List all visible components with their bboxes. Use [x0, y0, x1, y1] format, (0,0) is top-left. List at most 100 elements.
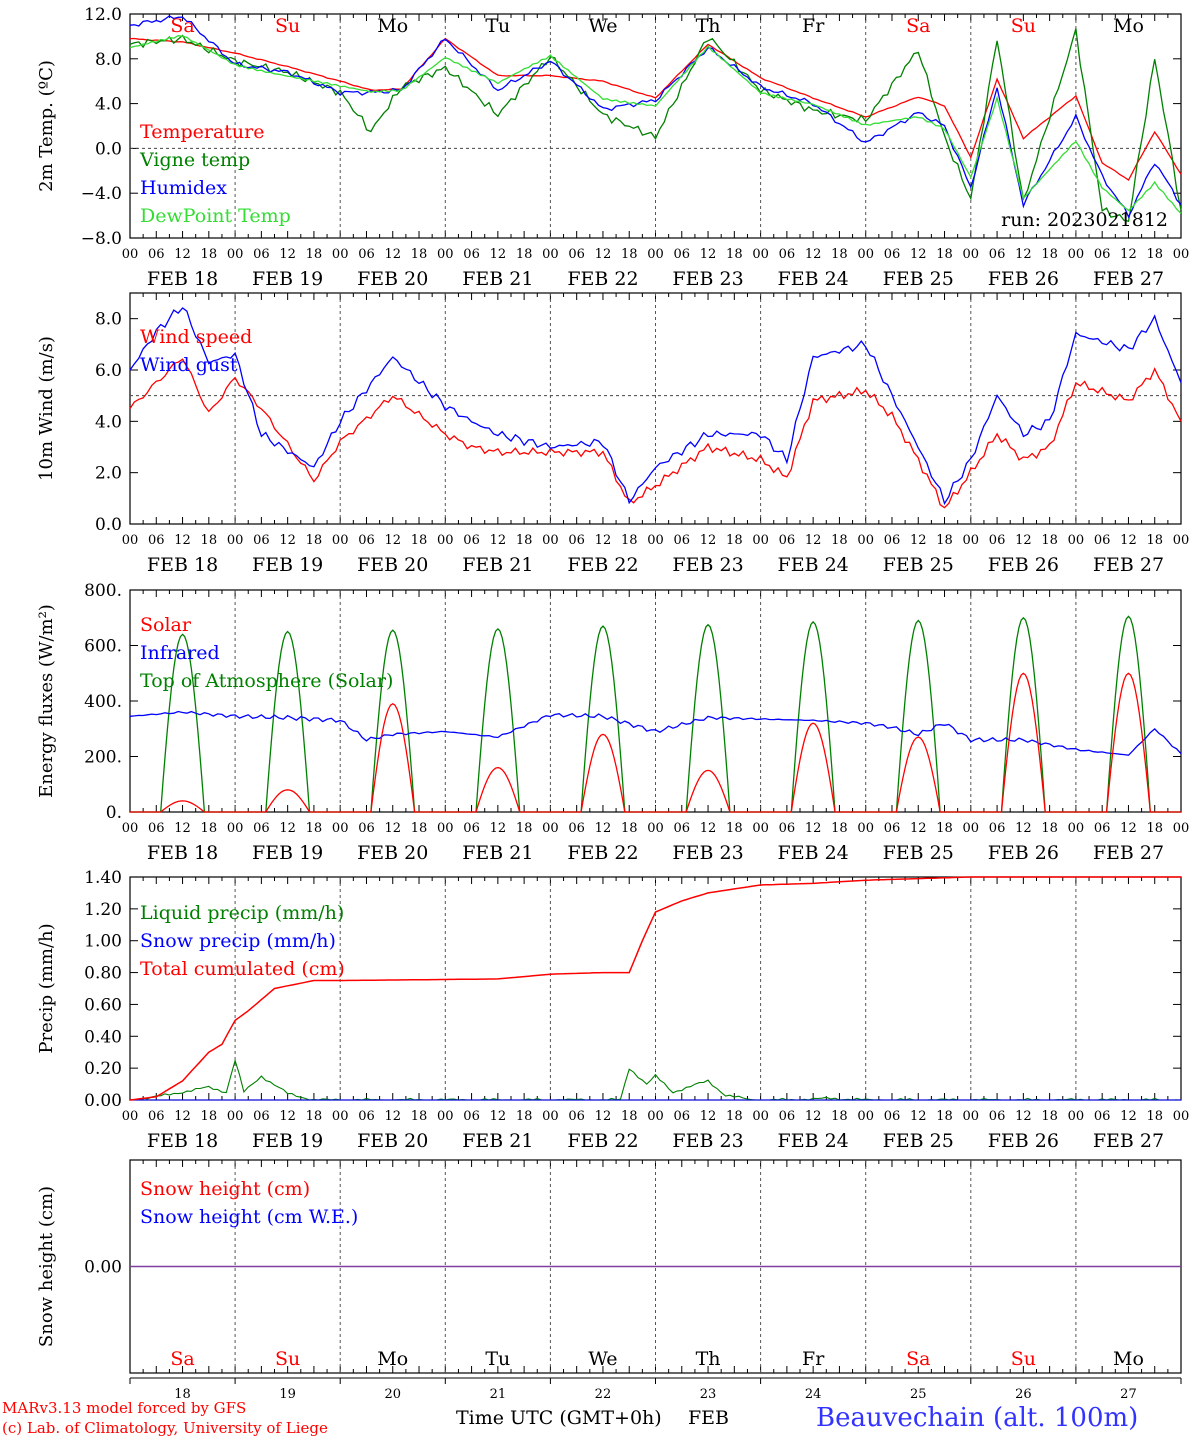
hour-tick-label: 12 — [1120, 247, 1137, 262]
hour-tick-label: 18 — [306, 1109, 323, 1124]
day-label: FEB 19 — [252, 842, 323, 864]
day-label: FEB 19 — [252, 268, 323, 290]
hour-tick-label: 00 — [437, 1109, 454, 1124]
y-tick-label: 1.40 — [84, 868, 122, 888]
y-axis-label: 2m Temp. (ºC) — [36, 60, 57, 192]
hour-tick-label: 00 — [963, 533, 980, 548]
day-label: FEB 22 — [567, 268, 638, 290]
y-tick-label: 600. — [84, 637, 122, 657]
y-tick-label: 8.0 — [95, 310, 122, 330]
day-label: FEB 26 — [988, 554, 1059, 576]
hour-tick-label: 12 — [490, 1109, 507, 1124]
legend-entry: Snow height (cm W.E.) — [140, 1206, 358, 1228]
hour-tick-label: 18 — [831, 247, 848, 262]
hour-tick-label: 06 — [989, 821, 1006, 836]
weekday-label: Sa — [906, 1348, 930, 1370]
weekday-label: Mo — [377, 15, 408, 37]
day-label: FEB 24 — [778, 842, 849, 864]
y-tick-label: 0.60 — [84, 995, 122, 1015]
day-label: FEB 27 — [1093, 842, 1164, 864]
hour-tick-label: 00 — [857, 533, 874, 548]
y-tick-label: 0.00 — [84, 1091, 122, 1111]
day-label: FEB 21 — [462, 842, 533, 864]
y-tick-label: 0.80 — [84, 964, 122, 984]
weekday-label: Su — [1011, 15, 1036, 37]
y-axis-label: Snow height (cm) — [36, 1186, 57, 1347]
y-tick-label: 1.20 — [84, 900, 122, 920]
day-number-label: 26 — [1015, 1387, 1032, 1402]
hour-tick-label: 18 — [726, 1109, 743, 1124]
hour-tick-label: 00 — [1068, 821, 1085, 836]
hour-tick-label: 00 — [227, 533, 244, 548]
hour-tick-label: 12 — [805, 533, 822, 548]
hour-tick-label: 12 — [279, 1109, 296, 1124]
hour-tick-label: 18 — [516, 247, 533, 262]
y-axis-label: 10m Wind (m/s) — [36, 336, 57, 481]
hour-tick-label: 00 — [332, 1109, 349, 1124]
hour-tick-label: 18 — [1041, 247, 1058, 262]
weekday-label: Sa — [170, 1348, 194, 1370]
hour-tick-label: 18 — [831, 533, 848, 548]
hour-tick-label: 18 — [516, 533, 533, 548]
hour-tick-label: 06 — [463, 821, 480, 836]
day-label: FEB 26 — [988, 842, 1059, 864]
day-label: FEB 25 — [883, 842, 954, 864]
hour-tick-label: 06 — [358, 533, 375, 548]
y-tick-label: 0.40 — [84, 1027, 122, 1047]
hour-tick-label: 18 — [516, 821, 533, 836]
y-tick-label: 2.0 — [95, 464, 122, 484]
hour-tick-label: 06 — [568, 821, 585, 836]
weekday-label: Th — [696, 15, 721, 37]
hour-tick-label: 00 — [542, 533, 559, 548]
hour-tick-label: 00 — [437, 247, 454, 262]
day-label: FEB 24 — [778, 1130, 849, 1152]
y-tick-label: 800. — [84, 581, 122, 601]
y-tick-label: 0.0 — [95, 139, 122, 159]
hour-tick-label: 06 — [148, 533, 165, 548]
hour-tick-label: 06 — [463, 1109, 480, 1124]
day-label: FEB 21 — [462, 554, 533, 576]
day-number-label: 25 — [910, 1387, 927, 1402]
hour-tick-label: 12 — [700, 533, 717, 548]
hour-tick-label: 12 — [490, 247, 507, 262]
hour-tick-label: 00 — [1173, 1109, 1190, 1124]
day-label: FEB 21 — [462, 268, 533, 290]
y-tick-label: 12.0 — [84, 5, 122, 25]
hour-tick-label: 06 — [253, 821, 270, 836]
hour-tick-label: 06 — [674, 1109, 691, 1124]
hour-tick-label: 06 — [148, 1109, 165, 1124]
hour-tick-label: 18 — [1146, 247, 1163, 262]
weekday-label: Sa — [906, 15, 930, 37]
day-label: FEB 20 — [357, 268, 428, 290]
day-label: FEB 20 — [357, 842, 428, 864]
weekday-label: Mo — [1113, 15, 1144, 37]
y-tick-label: 0. — [106, 803, 122, 823]
legend-entry: Snow precip (mm/h) — [140, 930, 336, 952]
hour-tick-label: 12 — [1120, 821, 1137, 836]
hour-tick-label: 12 — [490, 821, 507, 836]
hour-tick-label: 12 — [595, 1109, 612, 1124]
hour-tick-label: 06 — [463, 533, 480, 548]
hour-tick-label: 06 — [779, 821, 796, 836]
weekday-label: We — [588, 1348, 617, 1370]
hour-tick-label: 06 — [884, 247, 901, 262]
temp-series-2 — [129, 15, 1182, 219]
weekday-label: Th — [696, 1348, 721, 1370]
hour-tick-label: 12 — [910, 1109, 927, 1124]
day-label: FEB 22 — [567, 554, 638, 576]
hour-tick-label: 00 — [647, 533, 664, 548]
hour-tick-label: 18 — [936, 247, 953, 262]
hour-tick-label: 12 — [700, 247, 717, 262]
hour-tick-label: 18 — [201, 533, 218, 548]
hour-tick-label: 00 — [227, 821, 244, 836]
y-tick-label: −4.0 — [81, 184, 122, 204]
hour-tick-label: 12 — [174, 821, 191, 836]
weekday-label: Mo — [1113, 1348, 1144, 1370]
legend-entry: Total cumulated (cm) — [140, 958, 345, 980]
weekday-label: Tu — [485, 1348, 510, 1370]
y-tick-label: 400. — [84, 692, 122, 712]
y-tick-label: 0.20 — [84, 1059, 122, 1079]
day-label: FEB 19 — [252, 1130, 323, 1152]
hour-tick-label: 12 — [279, 533, 296, 548]
